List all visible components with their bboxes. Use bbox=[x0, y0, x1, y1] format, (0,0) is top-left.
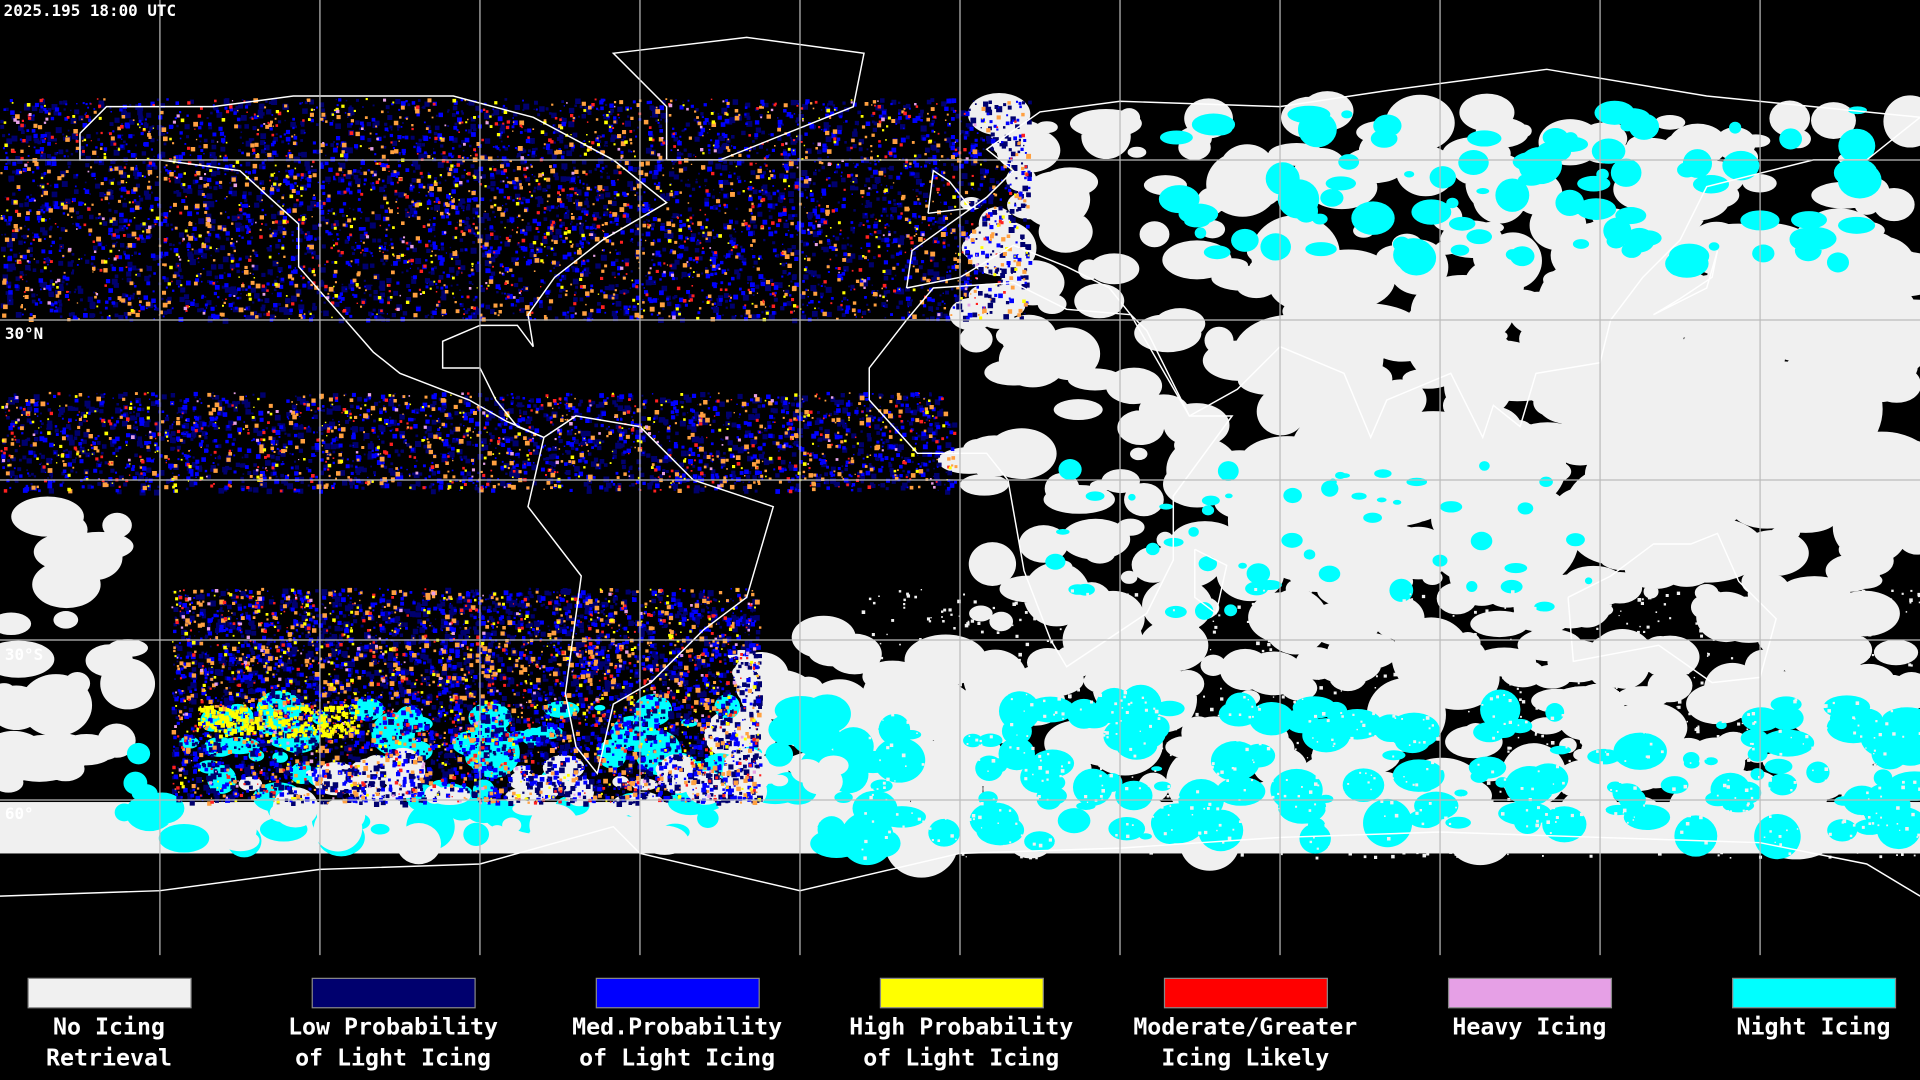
legend-label: Icing Likely bbox=[1161, 1044, 1329, 1071]
legend-swatch bbox=[879, 977, 1044, 1009]
legend-label: High Probability bbox=[849, 1014, 1073, 1041]
legend-label: of Light Icing bbox=[863, 1044, 1059, 1071]
legend-label: of Light Icing bbox=[295, 1044, 491, 1071]
legend-swatch bbox=[1732, 977, 1897, 1009]
coastline bbox=[1567, 532, 1777, 684]
icing-speckles bbox=[171, 587, 762, 806]
cloud-area bbox=[114, 684, 1920, 866]
cloud-area bbox=[1045, 459, 1593, 620]
legend-swatch bbox=[1163, 977, 1328, 1009]
legend: No Icing Retrieval Low Probability of Light… bbox=[27, 977, 1897, 1071]
coastline bbox=[1194, 548, 1228, 615]
icing-speckles bbox=[171, 587, 763, 806]
legend-label: Moderate/Greater bbox=[1133, 1014, 1357, 1041]
legend-swatch bbox=[27, 977, 192, 1009]
lat-label: 60° bbox=[5, 804, 34, 823]
legend-label: Heavy Icing bbox=[1452, 1014, 1606, 1041]
icing-speckles bbox=[1, 391, 957, 494]
legend-label: Med.Probability bbox=[572, 1014, 782, 1041]
coastline bbox=[527, 415, 775, 776]
timestamp: 2025.195 18:00 UTC bbox=[4, 1, 176, 20]
legend-label: of Light Icing bbox=[579, 1044, 775, 1071]
coastline bbox=[927, 169, 973, 215]
legend-swatch bbox=[1447, 977, 1613, 1009]
coastline bbox=[611, 36, 865, 161]
icing-speckles bbox=[1, 98, 1033, 323]
icing-speckles bbox=[196, 704, 360, 739]
labels: 2025.195 18:00 UTC 30°N 30°S 60° bbox=[4, 1, 176, 823]
legend-label: Night Icing bbox=[1736, 1014, 1890, 1041]
cloud-area bbox=[1158, 100, 1882, 278]
icing-speckles bbox=[171, 587, 763, 808]
legend-swatch bbox=[311, 977, 476, 1009]
coastline bbox=[79, 95, 668, 439]
cloud-area bbox=[1227, 207, 1920, 591]
legend-label: Low Probability bbox=[288, 1014, 498, 1041]
icing-speckles bbox=[0, 97, 1030, 322]
icing-speckles bbox=[0, 98, 1033, 324]
legend-swatch bbox=[595, 977, 760, 1009]
lat-label: 30°S bbox=[5, 645, 43, 664]
lat-label: 30°N bbox=[5, 324, 43, 343]
cloud-area bbox=[0, 496, 156, 793]
coastline bbox=[1653, 250, 1719, 316]
legend-label: Retrieval bbox=[46, 1044, 172, 1071]
legend-label: No Icing bbox=[53, 1014, 165, 1041]
